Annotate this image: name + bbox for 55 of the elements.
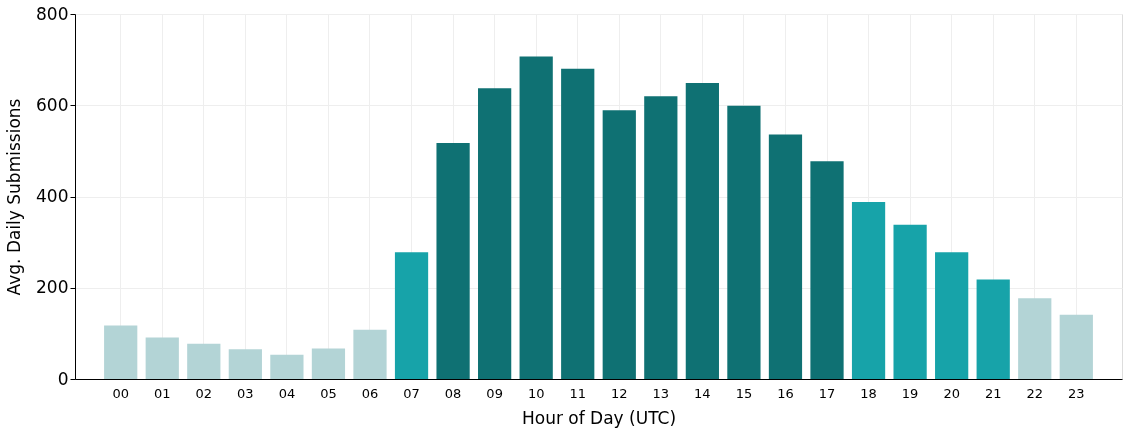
x-tick-label: 02 [195,385,213,401]
y-tick-label: 800 [36,3,69,24]
bar [685,82,719,379]
x-tick-label: 13 [652,385,670,401]
x-tick-label: 04 [278,385,296,401]
bar [768,134,803,379]
x-tick-label: 06 [361,385,379,401]
x-tick-label: 10 [527,385,545,401]
bar [561,68,595,379]
bar [311,348,346,379]
x-tick-label: 07 [403,385,420,401]
y-tick-label: 0 [57,368,69,389]
x-tick-label: 08 [444,385,462,401]
bar [270,354,304,379]
bar [145,337,179,379]
bar [1059,314,1093,379]
x-tick-label: 03 [237,385,254,401]
x-tick-label: 09 [486,385,503,401]
bar [727,105,761,379]
bar [353,329,387,379]
x-tick-label: 05 [320,385,337,401]
bar [394,252,429,379]
bar [851,201,886,379]
bar [228,349,262,379]
bar [187,343,221,379]
x-tick-label: 18 [860,385,877,401]
x-tick-label: 20 [943,385,960,401]
x-tick-label: 19 [901,385,919,401]
y-tick-label: 200 [36,277,69,298]
bar [810,161,844,379]
x-tick-label: 23 [1068,385,1085,401]
bar [935,252,969,379]
bar [602,110,636,379]
y-tick-label: 400 [36,186,69,206]
bar [893,224,927,379]
y-axis-title: Avg. Daily Submissions [4,98,25,296]
x-tick-label: 17 [818,385,836,401]
x-tick-label: 15 [735,385,753,401]
bar [1018,298,1052,379]
bar [644,96,678,379]
bar [478,88,512,379]
bar [436,143,470,379]
x-tick-label: 16 [777,385,794,401]
bar [104,325,138,379]
bar [976,279,1010,379]
x-axis-title: Hour of Day (UTC) [521,407,677,428]
x-tick-label: 22 [1026,385,1044,401]
x-tick-label: 12 [611,385,628,401]
y-tick-label: 600 [36,94,69,115]
x-tick-label: 21 [984,385,1002,401]
bar [519,56,553,379]
x-tick-label: 01 [153,385,171,401]
x-tick-label: 11 [569,385,586,401]
x-tick-label: 14 [694,385,711,401]
x-tick-label: 00 [112,385,129,401]
